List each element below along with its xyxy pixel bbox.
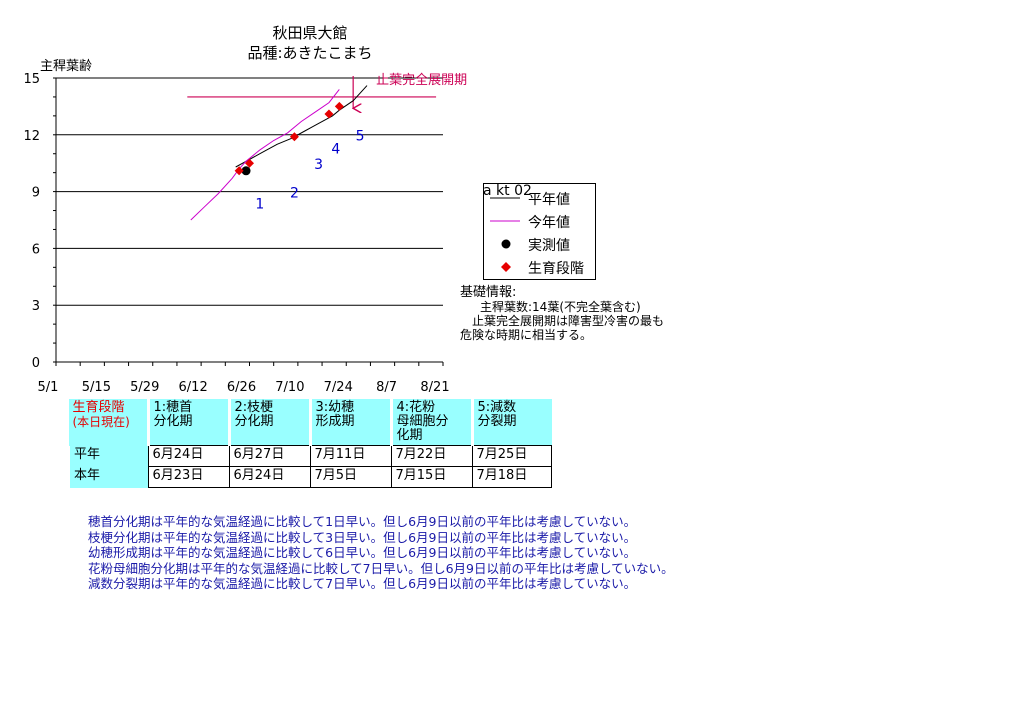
header-line: 3:幼穂 bbox=[315, 400, 355, 415]
table-cell: 7月25日 bbox=[471, 445, 552, 467]
note-line: 減数分裂期は平年的な気温経過に比較して7日早い。但し6月9日以前の平年比は考慮し… bbox=[88, 576, 637, 591]
header-line: 分化期 bbox=[153, 414, 193, 429]
y-tick-label: 9 bbox=[32, 186, 40, 201]
note-line: 穂首分化期は平年的な気温経過に比較して1日早い。但し6月9日以前の平年比は考慮し… bbox=[88, 514, 637, 529]
header-line: 分化期 bbox=[234, 414, 274, 429]
stage-point bbox=[234, 166, 244, 176]
legend-label: 今年値 bbox=[528, 215, 570, 231]
reference-line-label: 止葉完全展開期 bbox=[376, 72, 467, 88]
x-tick-label: 7/24 bbox=[324, 380, 353, 395]
header-line: 化期 bbox=[396, 428, 423, 443]
x-tick-label: 5/15 bbox=[82, 380, 111, 395]
note-line: 幼穂形成期は平年的な気温経過に比較して6日早い。但し6月9日以前の平年比は考慮し… bbox=[88, 545, 637, 560]
info-line: 主稈葉数:14葉(不完全葉含む) bbox=[480, 300, 641, 314]
legend-item-normal: 平年値 bbox=[484, 187, 595, 209]
stage-point bbox=[324, 109, 334, 119]
table-cell: 7月18日 bbox=[471, 466, 552, 488]
y-tick-label: 3 bbox=[32, 299, 40, 314]
legend-label: 平年値 bbox=[528, 192, 570, 208]
x-tick-label: 5/29 bbox=[130, 380, 159, 395]
y-tick-label: 0 bbox=[32, 356, 40, 371]
table-cell: 6月24日 bbox=[147, 445, 230, 467]
diamond-marker-icon bbox=[501, 262, 511, 272]
table-cell: 7月15日 bbox=[390, 466, 473, 488]
stage-header-3: 3:幼穂 形成期 bbox=[308, 399, 391, 446]
table-cell: 7月22日 bbox=[390, 445, 473, 467]
y-tick-label: 15 bbox=[23, 72, 40, 87]
x-tick-label: 5/1 bbox=[38, 380, 59, 395]
stage-number-label: 4 bbox=[331, 142, 340, 158]
stage-number-label: 1 bbox=[255, 197, 264, 213]
header-line: 2:枝梗 bbox=[234, 400, 274, 415]
legend-item-this-year: 今年値 bbox=[484, 210, 595, 232]
row-label: 本年 bbox=[67, 466, 148, 488]
x-tick-label: 6/26 bbox=[227, 380, 256, 395]
header-line: 1:穂首 bbox=[153, 400, 193, 415]
info-line: 止葉完全展開期は障害型冷害の最も bbox=[472, 314, 665, 328]
header-line: 4:花粉 bbox=[396, 400, 436, 415]
info-line: 危険な時期に相当する。 bbox=[460, 328, 593, 342]
table-row-normal: 平年 6月24日 6月27日 7月11日 7月22日 7月25日 bbox=[67, 445, 552, 467]
chart-title-location: 秋田県大館 bbox=[272, 24, 348, 42]
line-swatch-icon bbox=[490, 220, 520, 222]
x-tick-label: 7/10 bbox=[275, 380, 304, 395]
table-corner: 生育段階 (本日現在) bbox=[68, 399, 148, 446]
notes: 穂首分化期は平年的な気温経過に比較して1日早い。但し6月9日以前の平年比は考慮し… bbox=[88, 514, 674, 592]
circle-marker-icon bbox=[501, 239, 511, 249]
stage-header-1: 1:穂首 分化期 bbox=[146, 399, 229, 446]
table-cell: 6月27日 bbox=[228, 445, 311, 467]
stage-header-4: 4:花粉 母細胞分 化期 bbox=[389, 399, 472, 446]
stage-point bbox=[245, 158, 254, 168]
legend-label: 実測値 bbox=[528, 238, 570, 254]
legend-item-measured: 実測値 bbox=[484, 233, 595, 255]
table-cell: 7月5日 bbox=[309, 466, 392, 488]
stage-point bbox=[289, 132, 299, 142]
table-row-this-year: 本年 6月23日 6月24日 7月5日 7月15日 7月18日 bbox=[67, 466, 552, 488]
note-line: 花粉母細胞分化期は平年的な気温経過に比較して7日早い。但し6月9日以前の平年比は… bbox=[88, 560, 674, 576]
this-year-line bbox=[190, 89, 340, 221]
y-axis-label: 主稈葉齢 bbox=[40, 59, 92, 74]
row-label: 平年 bbox=[67, 445, 148, 467]
y-tick-label: 6 bbox=[32, 242, 40, 257]
chart-title-variety: 品種:あきたこまち bbox=[247, 44, 373, 62]
header-line: 5:減数 bbox=[477, 400, 517, 415]
legend-label: 生育段階 bbox=[528, 261, 584, 277]
note-line: 枝梗分化期は平年的な気温経過に比較して3日早い。但し6月9日以前の平年比は考慮し… bbox=[88, 529, 637, 545]
y-tick-label: 12 bbox=[23, 129, 40, 144]
x-tick-label: 8/21 bbox=[420, 380, 449, 395]
table-cell: 7月11日 bbox=[309, 445, 392, 467]
stage-header-2: 2:枝梗 分化期 bbox=[227, 399, 310, 446]
line-swatch-icon bbox=[490, 197, 520, 199]
normal-year-line bbox=[235, 85, 368, 168]
stage-number-label: 2 bbox=[290, 185, 299, 201]
legend-code: a kt 02 bbox=[483, 183, 532, 199]
info-heading: 基礎情報: bbox=[460, 285, 517, 300]
basic-info: 基礎情報: 主稈葉数:14葉(不完全葉含む) 止葉完全展開期は障害型冷害の最も … bbox=[460, 285, 665, 343]
legend-item-stage: 生育段階 bbox=[484, 256, 595, 278]
corner-line: (本日現在) bbox=[72, 415, 130, 429]
header-line: 分裂期 bbox=[477, 414, 517, 429]
stage-point bbox=[334, 101, 344, 111]
stage-number-label: 3 bbox=[314, 157, 323, 173]
table-cell: 6月24日 bbox=[228, 466, 311, 488]
measured-point bbox=[241, 166, 251, 176]
header-line: 母細胞分 bbox=[396, 414, 449, 429]
table-cell: 6月23日 bbox=[147, 466, 230, 488]
legend: 平年値 今年値 実測値 生育段階 bbox=[483, 183, 596, 280]
header-line: 形成期 bbox=[315, 414, 355, 429]
corner-line: 生育段階 bbox=[72, 400, 125, 415]
stage-number-label: 5 bbox=[356, 128, 365, 144]
x-tick-label: 6/12 bbox=[179, 380, 208, 395]
x-tick-label: 8/7 bbox=[376, 380, 397, 395]
stage-header-5: 5:減数 分裂期 bbox=[470, 399, 552, 446]
growth-stage-table: 生育段階 (本日現在) 1:穂首 分化期 2:枝梗 分化期 3:幼穂 形成期 4… bbox=[67, 399, 552, 488]
